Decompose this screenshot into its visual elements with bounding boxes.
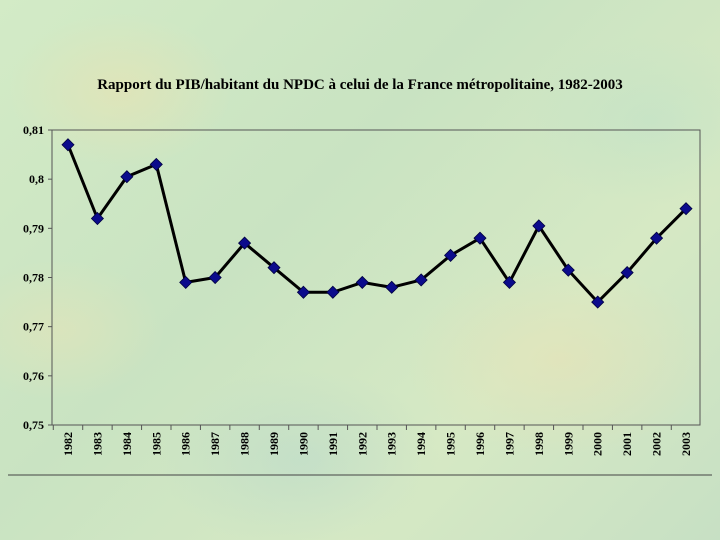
y-tick-label: 0,75 [23, 418, 44, 432]
series-line [66, 144, 688, 304]
data-point [679, 202, 693, 216]
y-tick-label: 0,79 [23, 221, 44, 235]
x-tick-label: 1982 [61, 432, 75, 456]
data-point [61, 138, 75, 152]
x-tick-label: 1994 [414, 432, 428, 456]
x-tick-label: 2001 [620, 432, 634, 456]
x-tick-label: 1995 [444, 432, 458, 456]
data-point [591, 295, 605, 309]
data-point [208, 270, 222, 285]
x-tick-label: 1987 [208, 432, 222, 456]
data-point [267, 261, 281, 275]
x-tick-label: 1998 [532, 432, 546, 456]
data-point [385, 280, 399, 294]
data-point [326, 285, 340, 299]
data-point [444, 248, 458, 262]
y-tick-label: 0,76 [23, 369, 44, 383]
data-point [355, 275, 369, 289]
x-tick-label: 1990 [296, 432, 310, 456]
x-tick-label: 1997 [502, 432, 516, 456]
x-tick-label: 1999 [561, 432, 575, 456]
x-tick-label: 2003 [679, 432, 693, 456]
data-point [473, 231, 487, 245]
data-point [149, 157, 163, 171]
data-point [532, 219, 546, 233]
x-tick-label: 1996 [473, 432, 487, 456]
plot-frame [51, 129, 701, 426]
x-tick-label: 2000 [591, 432, 605, 456]
x-tick-label: 1984 [120, 432, 134, 456]
y-tick-label: 0,77 [23, 320, 44, 334]
data-point [238, 236, 252, 250]
x-tick-label: 1983 [90, 432, 104, 456]
y-tick-label: 0,78 [23, 271, 44, 285]
data-point [90, 211, 104, 226]
data-point [561, 263, 575, 277]
data-point [502, 275, 516, 289]
y-tick-label: 0,81 [23, 123, 44, 137]
chart-title: Rapport du PIB/habitant du NPDC à celui … [97, 77, 623, 93]
data-point [179, 275, 193, 289]
x-tick-label: 1986 [179, 432, 193, 456]
x-tick-label: 1988 [238, 432, 252, 456]
plot-area: 0,81 0,8 0,79 0,78 0,77 0,76 0,75 1982 1983 1984 1… [8, 123, 712, 476]
x-tick-label: 1985 [149, 432, 163, 456]
data-point [296, 285, 310, 299]
x-tick-label: 2002 [650, 432, 664, 456]
x-tick-label: 1989 [267, 432, 281, 456]
x-tick-label: 1993 [385, 432, 399, 456]
data-point [650, 231, 664, 245]
data-point [120, 170, 134, 184]
data-point [414, 273, 428, 287]
data-point [620, 266, 634, 280]
x-tick-label: 1992 [355, 432, 369, 456]
y-tick-label: 0,8 [29, 172, 44, 186]
x-tick-label: 1991 [326, 432, 340, 456]
